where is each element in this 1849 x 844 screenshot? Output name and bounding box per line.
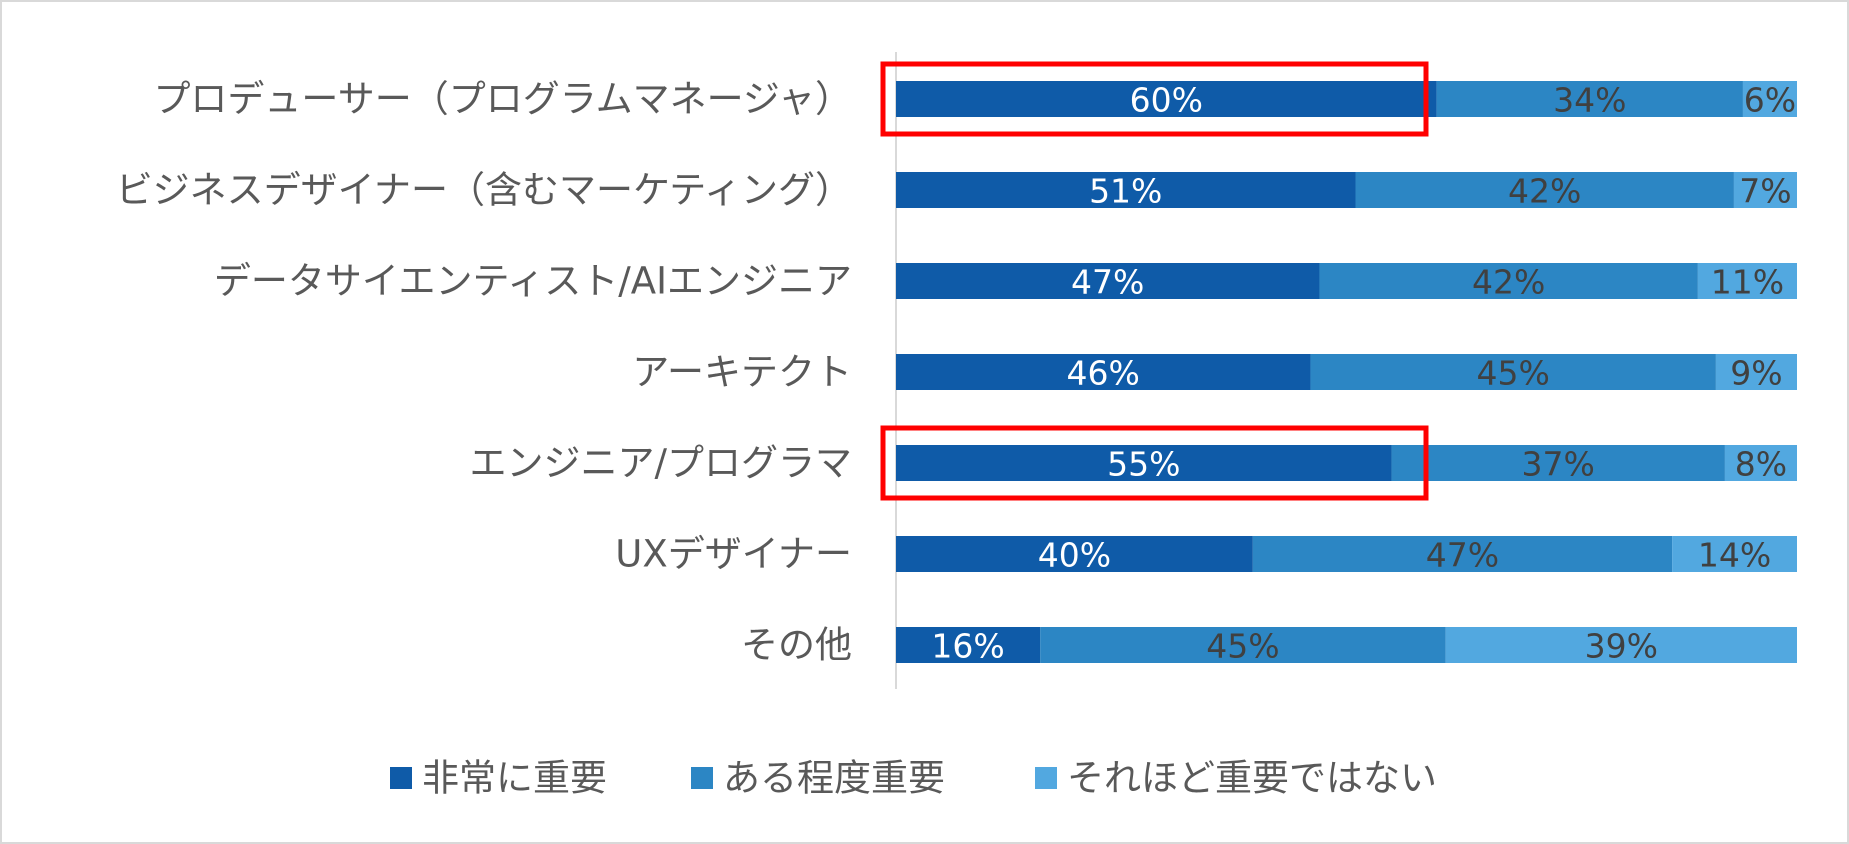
data-label: 47%	[1071, 263, 1144, 302]
data-label: 11%	[1711, 263, 1784, 302]
bar-segment	[1697, 263, 1797, 299]
bar-segment	[1040, 627, 1446, 663]
data-label: 7%	[1739, 172, 1791, 211]
bar-segment	[896, 263, 1320, 299]
data-label: 39%	[1585, 627, 1658, 666]
data-label: 45%	[1206, 627, 1279, 666]
bar-segment	[1310, 354, 1716, 390]
bar-segment	[1742, 81, 1797, 117]
data-label: 16%	[931, 627, 1004, 666]
legend-label: 非常に重要	[422, 757, 607, 800]
data-label: 46%	[1067, 354, 1140, 393]
bar-segment	[896, 445, 1392, 481]
data-label: 37%	[1522, 445, 1595, 484]
bar-segment	[1672, 536, 1797, 572]
data-label: 42%	[1472, 263, 1545, 302]
data-label: 6%	[1744, 81, 1796, 120]
category-label: ビジネスデザイナー（含むマーケティング）	[116, 169, 852, 212]
legend-swatch	[691, 767, 713, 789]
bar-segment	[1355, 172, 1734, 208]
category-label: UXデザイナー	[615, 533, 852, 576]
highlight-box	[880, 425, 1429, 501]
bar-segment	[1436, 81, 1743, 117]
bar-segment	[896, 627, 1041, 663]
category-label: その他	[741, 624, 852, 667]
data-label: 34%	[1553, 81, 1626, 120]
bar-segment	[1252, 536, 1673, 572]
legend-label: ある程度重要	[723, 757, 945, 800]
legend-label: それほど重要ではない	[1067, 757, 1437, 800]
category-label: データサイエンティスト/AIエンジニア	[214, 260, 852, 303]
bar-segment	[1715, 354, 1797, 390]
bar-segment	[896, 81, 1437, 117]
data-label: 51%	[1089, 172, 1162, 211]
data-label: 14%	[1698, 536, 1771, 575]
data-label: 60%	[1130, 81, 1203, 120]
data-label: 8%	[1735, 445, 1787, 484]
legend: 非常に重要 ある程度重要 それほど重要ではない	[390, 757, 1437, 800]
category-label: エンジニア/プログラマ	[470, 442, 852, 485]
highlight-boxes	[880, 61, 1429, 501]
bar-segment	[896, 536, 1253, 572]
highlight-box	[880, 61, 1429, 137]
data-label: 9%	[1730, 354, 1782, 393]
bar-segment	[896, 354, 1311, 390]
data-label: 55%	[1107, 445, 1180, 484]
data-label: 40%	[1038, 536, 1111, 575]
bar-segment	[1724, 445, 1797, 481]
bar-segment	[1319, 263, 1698, 299]
category-label: アーキテクト	[632, 351, 852, 394]
data-label: 45%	[1477, 354, 1550, 393]
data-label: 47%	[1426, 536, 1499, 575]
bar-segment	[1445, 627, 1797, 663]
bar-segment	[1733, 172, 1797, 208]
bar-segment	[1391, 445, 1725, 481]
category-labels: プロデューサー（プログラムマネージャ） ビジネスデザイナー（含むマーケティング） デ…	[116, 78, 852, 667]
legend-swatch	[1035, 767, 1057, 789]
data-label: 42%	[1508, 172, 1581, 211]
bar-segment	[896, 172, 1356, 208]
category-label: プロデューサー（プログラムマネージャ）	[153, 78, 852, 121]
legend-swatch	[390, 767, 412, 789]
bars-layer: 60% 34% 6% 51% 42% 7% 47% 42% 11% 46% 45% 9% 55% 37% 8…	[896, 81, 1797, 666]
